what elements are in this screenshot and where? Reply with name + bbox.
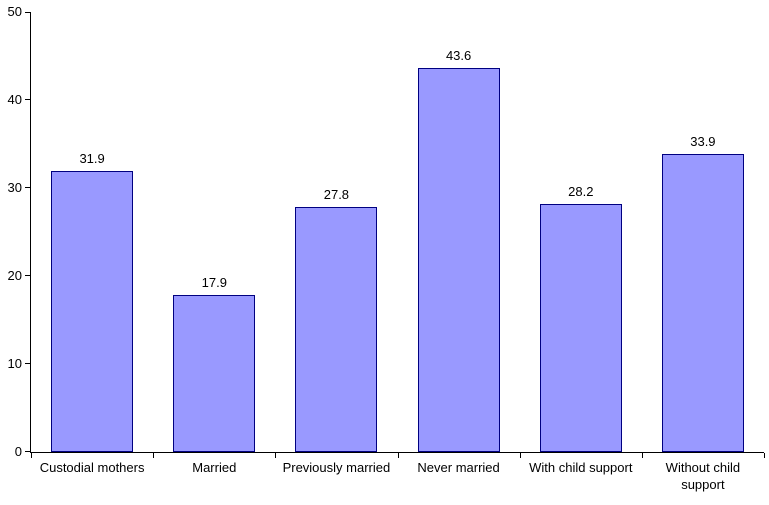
y-axis-tick-label: 50 [7,4,22,19]
plot-area: 0 10 20 30 40 50 31.9 Custodial mothers 17.9 Marr… [8,4,765,492]
x-axis-category-label: Never married [417,460,500,475]
bar-1 [173,294,256,452]
bar-value-label: 28.2 [568,183,594,199]
bar-value-label: 17.9 [201,274,227,290]
y-axis-tick [25,99,31,100]
y-axis-tick [25,451,31,452]
y-axis-tick [25,12,31,13]
x-axis-tick [275,453,276,458]
y-axis-tick-label: 30 [7,180,22,195]
x-axis-category-label: Custodial mothers [39,460,145,475]
x-axis-category-label: With child support [529,460,633,475]
bar-value-label: 27.8 [323,187,350,203]
y-axis-tick-label: 40 [7,92,22,107]
y-axis-tick [25,363,31,364]
bar-value-label: 31.9 [79,151,105,167]
x-axis-category-label: Previously married [282,460,391,475]
bar-4 [539,203,622,452]
x-axis-tick [642,453,643,458]
bar-value-label: 33.9 [690,133,716,149]
y-axis-tick [25,187,31,188]
x-axis-tick [764,453,765,458]
bar-2 [295,207,378,452]
x-axis-tick [398,453,399,458]
x-axis-tick [153,453,154,458]
x-axis-category-label: Married [192,460,237,475]
bar-3 [417,68,500,452]
x-axis-tick [520,453,521,458]
bar-5 [661,153,744,452]
x-axis-tick [31,453,32,458]
x-axis-category-label: Without child support [665,460,741,492]
bar-value-label: 43.6 [445,48,472,64]
y-axis-tick-label: 20 [7,268,22,283]
y-axis-tick-label: 10 [7,356,22,371]
y-axis-tick-label: 0 [14,444,22,459]
bar-0 [51,171,134,452]
y-axis-tick [25,275,31,276]
